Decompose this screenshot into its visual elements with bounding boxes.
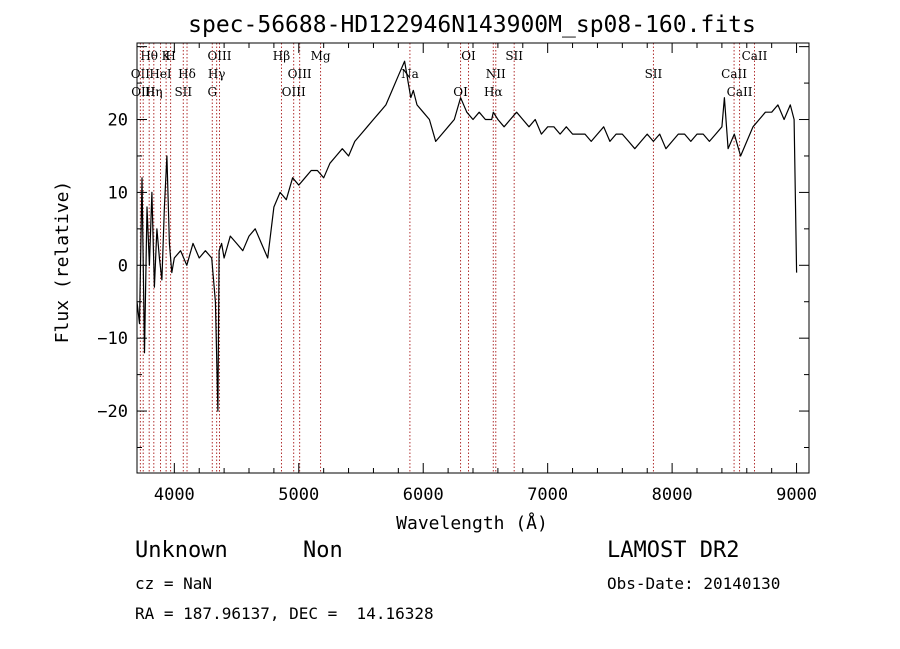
line-marker-label: SII: [505, 49, 523, 63]
line-marker-label: Hθ: [140, 49, 158, 63]
sky-coordinates: RA = 187.96137, DEC = 14.16328: [135, 604, 434, 623]
line-marker-label: NII: [486, 67, 506, 81]
y-axis: −20 −10 0 10 20: [97, 46, 809, 448]
line-marker-label: K: [162, 49, 172, 63]
x-tick-label: 4000: [154, 485, 195, 505]
chart-title: spec-56688-HD122946N143900M_sp08-160.fit…: [188, 12, 756, 38]
line-marker-label: SII: [174, 85, 192, 99]
line-marker-label: CaII: [727, 85, 753, 99]
y-tick-label: 10: [108, 183, 128, 203]
object-class: Unknown: [135, 538, 228, 563]
line-marker-label: Hβ: [273, 49, 290, 63]
y-tick-label: −20: [97, 402, 128, 422]
line-marker-label: OII: [131, 67, 151, 81]
observation-date: Obs-Date: 20140130: [607, 574, 781, 593]
line-marker-label: OIII: [207, 49, 231, 63]
line-marker-label: OIII: [288, 67, 312, 81]
spectrum-line: [136, 60, 798, 412]
x-axis-label: Wavelength (Å): [396, 512, 548, 534]
spectrum-chart: spec-56688-HD122946N143900M_sp08-160.fit…: [52, 12, 817, 534]
x-axis: 4000 5000 6000 7000 8000 9000: [154, 43, 817, 505]
x-tick-label: 9000: [776, 485, 817, 505]
line-marker-label: HeI: [149, 67, 172, 81]
line-marker-label: Mg: [311, 49, 331, 63]
line-marker-label: Hα: [484, 85, 503, 99]
line-marker-label: Hδ: [178, 67, 196, 81]
plot-frame: [136, 42, 810, 474]
line-marker-label: H: [165, 49, 175, 63]
line-marker-label: CaII: [721, 67, 747, 81]
x-tick-label: 7000: [527, 485, 568, 505]
line-marker-label: OI: [461, 49, 476, 63]
y-tick-label: 20: [108, 111, 128, 131]
line-marker-label: Hη: [145, 85, 163, 99]
line-marker-label: OIII: [282, 85, 306, 99]
line-marker-label: CaII: [742, 49, 768, 63]
object-subclass: Non: [303, 538, 343, 563]
survey-name: LAMOST DR2: [607, 538, 740, 563]
y-tick-label: 0: [118, 256, 128, 276]
line-markers: HθOIIOIIIKHeIHηHHδSIIOIIIHγGHβOIIIOIIIMg…: [131, 43, 768, 473]
line-marker-label: G: [207, 85, 217, 99]
y-tick-label: −10: [97, 329, 128, 349]
x-tick-label: 5000: [278, 485, 319, 505]
line-marker-label: Na: [401, 67, 419, 81]
x-tick-label: 6000: [403, 485, 444, 505]
line-marker-label: SII: [645, 67, 663, 81]
y-axis-label: Flux (relative): [52, 181, 73, 344]
redshift-value: cz = NaN: [135, 574, 213, 593]
x-tick-label: 8000: [652, 485, 693, 505]
spectrum-series: [136, 60, 798, 412]
line-marker-label: OI: [453, 85, 468, 99]
line-marker-label: Hγ: [208, 67, 226, 81]
